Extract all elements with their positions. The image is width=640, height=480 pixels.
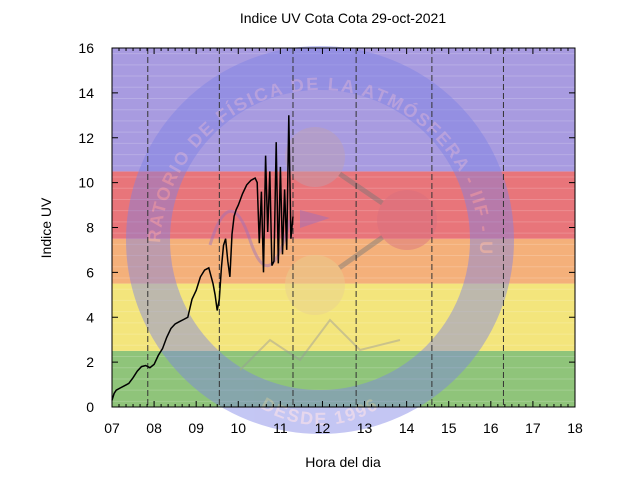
watermark-mountain-icon	[239, 318, 401, 371]
x-tick-label: 13	[357, 420, 373, 436]
watermark-bond-icon	[313, 154, 409, 223]
risk-band	[112, 48, 575, 172]
watermark-bond-icon	[313, 217, 409, 288]
uv-series	[111, 115, 294, 401]
uv-series-line	[111, 115, 294, 401]
horizontal-stripes	[112, 53, 575, 402]
x-tick-label: 09	[188, 420, 204, 436]
risk-band	[112, 350, 575, 407]
y-tick-label: 0	[86, 399, 94, 415]
x-tick-label: 08	[146, 420, 162, 436]
vertical-dashed-lines	[147, 48, 504, 407]
watermark-arrow-icon	[300, 210, 330, 228]
x-axis-ticks: 07 08 09 10 11 12 13 14 15 16 17 18	[104, 48, 583, 436]
watermark-sphere-icon	[377, 190, 437, 250]
risk-band	[112, 171, 575, 239]
x-tick-label: 11	[273, 420, 288, 436]
x-tick-label: 10	[230, 420, 246, 436]
x-tick-label: 16	[483, 420, 499, 436]
risk-bands	[112, 48, 575, 407]
y-axis-label: Indice UV	[38, 197, 54, 258]
x-tick-label: 14	[399, 420, 415, 436]
watermark-sphere-icon	[285, 127, 345, 187]
x-tick-label: 17	[525, 420, 541, 436]
y-tick-label: 8	[86, 220, 94, 236]
watermark-sphere-icon	[285, 255, 345, 315]
y-tick-label: 2	[86, 354, 94, 370]
x-tick-label: 15	[441, 420, 457, 436]
chart-title: Indice UV Cota Cota 29-oct-2021	[240, 10, 446, 26]
y-tick-label: 6	[86, 264, 94, 280]
y-tick-label: 12	[78, 130, 94, 146]
y-tick-label: 10	[78, 175, 94, 191]
x-axis-label: Hora del dia	[305, 454, 381, 470]
y-tick-label: 16	[78, 40, 94, 56]
risk-band	[112, 238, 575, 284]
x-tick-label: 12	[315, 420, 331, 436]
y-axis-ticks: 0 2 4 6 8 10 12 14 16	[78, 40, 575, 415]
risk-band	[112, 283, 575, 351]
x-tick-label: 07	[104, 420, 120, 436]
y-tick-label: 4	[86, 309, 94, 325]
y-tick-label: 14	[78, 85, 94, 101]
x-tick-label: 18	[567, 420, 583, 436]
